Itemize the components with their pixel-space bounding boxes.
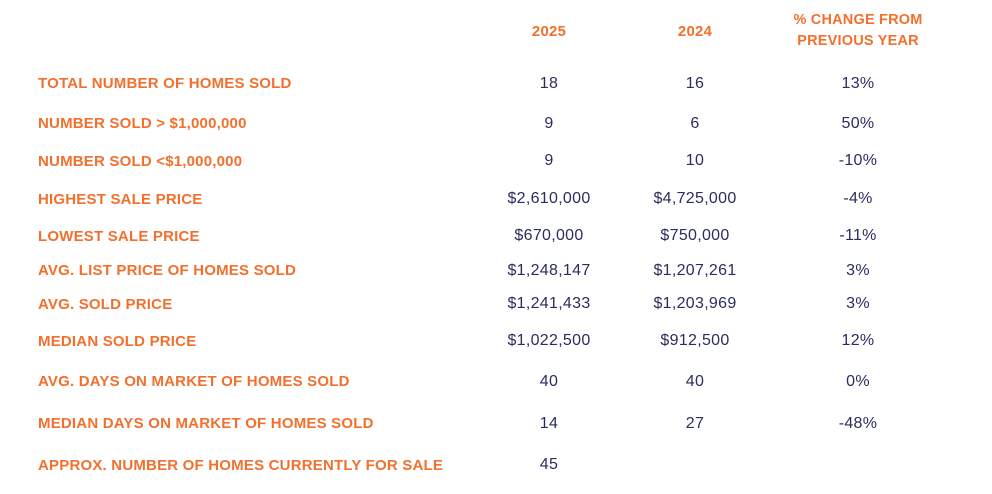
value-change: 12% bbox=[841, 332, 875, 349]
value-2024: 27 bbox=[685, 414, 705, 432]
value-2025: $670,000 bbox=[514, 227, 584, 244]
value-2024: $1,203,969 bbox=[653, 295, 737, 312]
percent-change-line1: % CHANGE FROM bbox=[793, 12, 923, 28]
metric-label: AVG. SOLD PRICE bbox=[38, 295, 173, 313]
metric-label: NUMBER SOLD <$1,000,000 bbox=[38, 152, 243, 170]
value-2024: $1,207,261 bbox=[653, 261, 737, 279]
value-change: -11% bbox=[839, 227, 877, 244]
value-change: 13% bbox=[841, 74, 875, 92]
value-2024: 40 bbox=[685, 372, 705, 390]
value-change: 50% bbox=[841, 114, 875, 132]
value-2025: 14 bbox=[539, 414, 559, 432]
value-change: 0% bbox=[846, 372, 870, 390]
column-header-percent-change: % CHANGE FROM PREVIOUS YEAR bbox=[762, 10, 954, 52]
metric-label: MEDIAN DAYS ON MARKET OF HOMES SOLD bbox=[38, 415, 374, 432]
percent-change-line2: PREVIOUS YEAR bbox=[797, 33, 919, 49]
value-2025: 9 bbox=[544, 114, 554, 132]
metric-label: AVG. DAYS ON MARKET OF HOMES SOLD bbox=[38, 373, 350, 390]
value-2025: 18 bbox=[539, 74, 559, 92]
value-change: -4% bbox=[843, 190, 873, 207]
value-2025: $1,241,433 bbox=[507, 295, 591, 312]
value-2025: 45 bbox=[539, 456, 559, 473]
value-change: -48% bbox=[838, 414, 878, 432]
value-change: 3% bbox=[846, 295, 870, 312]
value-change: 3% bbox=[846, 261, 870, 279]
value-2025: $1,248,147 bbox=[507, 261, 591, 279]
value-2025: 40 bbox=[539, 372, 559, 390]
metric-label: AVG. LIST PRICE OF HOMES SOLD bbox=[38, 262, 297, 279]
column-header-2025: 2025 bbox=[531, 22, 567, 40]
metric-label: LOWEST SALE PRICE bbox=[38, 227, 200, 245]
metric-label: APPROX. NUMBER OF HOMES CURRENTLY FOR SA… bbox=[38, 456, 444, 474]
value-change: -10% bbox=[838, 152, 878, 169]
metric-label: MEDIAN SOLD PRICE bbox=[38, 332, 197, 350]
value-2024: 16 bbox=[685, 74, 705, 92]
value-2024: $912,500 bbox=[660, 332, 730, 349]
value-2024: $4,725,000 bbox=[653, 190, 737, 207]
column-header-2024: 2024 bbox=[677, 22, 713, 40]
value-2024: $750,000 bbox=[660, 227, 730, 244]
value-2025: $2,610,000 bbox=[507, 190, 591, 207]
value-2025: 9 bbox=[544, 152, 554, 169]
metric-label: NUMBER SOLD > $1,000,000 bbox=[38, 115, 247, 132]
metric-label: HIGHEST SALE PRICE bbox=[38, 190, 203, 208]
value-2025: $1,022,500 bbox=[507, 332, 591, 349]
value-2024: 10 bbox=[685, 152, 705, 169]
metric-label: TOTAL NUMBER OF HOMES SOLD bbox=[38, 75, 292, 92]
value-2024: 6 bbox=[690, 114, 700, 132]
